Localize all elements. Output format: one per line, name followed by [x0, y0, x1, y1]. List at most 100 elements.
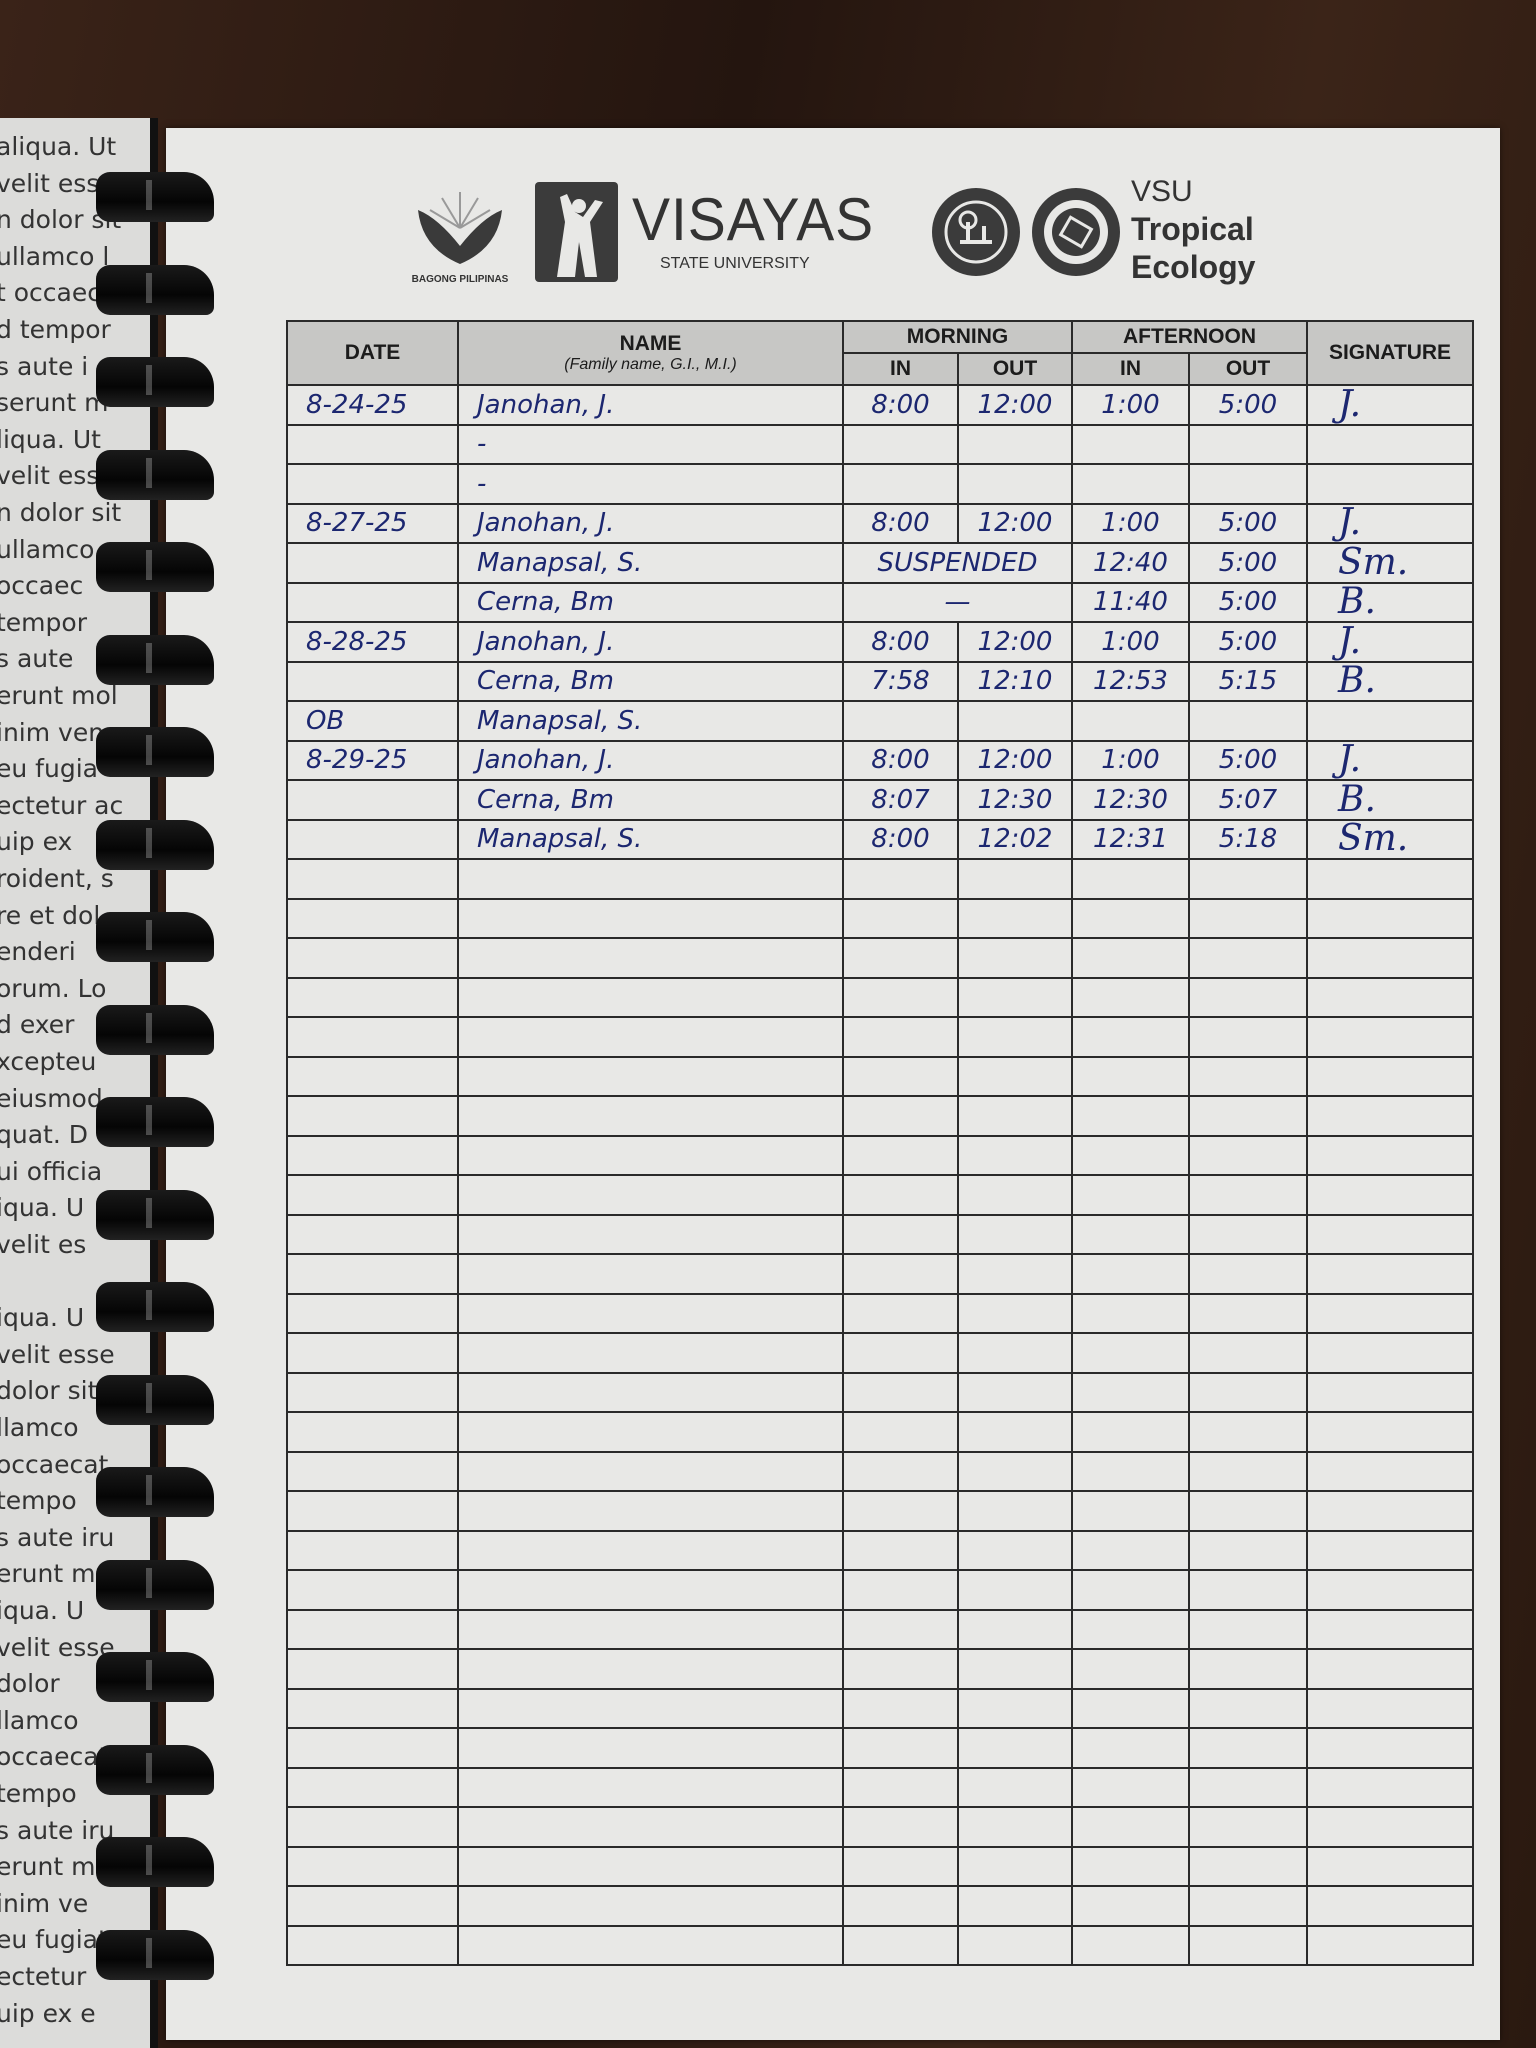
date-cell	[286, 1450, 459, 1492]
morning-out-cell: 12:02	[957, 818, 1073, 860]
afternoon-out-cell	[1188, 1569, 1308, 1611]
date-cell	[286, 423, 459, 465]
name-cell	[457, 1411, 844, 1453]
afternoon-in-cell	[1071, 1253, 1190, 1295]
morning-out-cell	[957, 1924, 1073, 1966]
morning-status-cell: SUSPENDED	[842, 542, 1073, 584]
morning-out-cell	[957, 1213, 1073, 1255]
name-cell	[457, 1055, 844, 1097]
previous-page-text-line: s aute i	[0, 351, 89, 381]
previous-page-text-line: erunt mo	[0, 1559, 111, 1589]
previous-page-text-line: d exer	[0, 1010, 75, 1040]
date-cell	[286, 1924, 459, 1966]
morning-in-cell	[842, 1687, 959, 1729]
morning-in-cell	[842, 937, 959, 979]
afternoon-out-cell	[1188, 700, 1308, 742]
afternoon-out-cell	[1188, 937, 1308, 979]
morning-in-cell	[842, 423, 959, 465]
morning-out-cell	[957, 937, 1073, 979]
afternoon-out-cell	[1188, 1687, 1308, 1729]
previous-page-text-line: eu fugiat	[0, 1925, 108, 1955]
previous-page-text-line: velit es	[0, 1230, 87, 1259]
signature-cell	[1306, 976, 1474, 1018]
date-cell: 8-29-25	[286, 739, 459, 781]
morning-in-cell	[842, 1095, 959, 1137]
morning-out-cell	[957, 1134, 1073, 1176]
afternoon-in-cell	[1071, 1529, 1190, 1571]
afternoon-in-cell: 11:40	[1071, 581, 1190, 623]
morning-out-cell	[957, 423, 1073, 465]
previous-page-text-line: serunt m	[0, 388, 109, 418]
table-row	[286, 1608, 1474, 1650]
name-cell	[457, 1766, 844, 1808]
previous-page-text-line: inim ve	[0, 1888, 89, 1918]
name-cell	[457, 1806, 844, 1848]
afternoon-in-cell	[1071, 1608, 1190, 1650]
morning-out-cell	[957, 1687, 1073, 1729]
afternoon-in-cell	[1071, 1213, 1190, 1255]
vsu-wordmark: VISAYAS STATE UNIVERSITY	[632, 186, 887, 274]
binding-ring	[96, 1467, 214, 1517]
signature-cell	[1306, 1845, 1474, 1887]
afternoon-in-cell: 1:00	[1071, 384, 1190, 426]
previous-page-text-line: velit esse	[0, 1632, 115, 1662]
unit-line-ecology: Ecology	[1131, 249, 1256, 285]
afternoon-out-cell	[1188, 1134, 1308, 1176]
name-cell: Janohan, J.	[457, 621, 844, 663]
afternoon-out-cell	[1188, 1490, 1308, 1532]
name-cell	[457, 1727, 844, 1769]
vsu-logo	[535, 182, 618, 282]
afternoon-out-cell	[1188, 1608, 1308, 1650]
binding-ring	[96, 1652, 214, 1702]
signature-cell	[1306, 1924, 1474, 1966]
morning-out-cell: 12:00	[957, 384, 1073, 426]
table-row: Cerna, Bm —11:40 5:00 B.	[286, 581, 1474, 623]
binding-ring	[96, 1097, 214, 1147]
header-name: NAME (Family name, G.I., M.I.)	[457, 320, 844, 386]
date-cell	[286, 937, 459, 979]
afternoon-in-cell	[1071, 858, 1190, 900]
morning-in-cell	[842, 1055, 959, 1097]
morning-in-cell	[842, 1569, 959, 1611]
morning-in-cell	[842, 1608, 959, 1650]
signature-cell: Sm.	[1306, 818, 1474, 860]
afternoon-in-cell	[1071, 1648, 1190, 1690]
table-row: 8-28-25 Janohan, J. 8:00 12:00 1:00 5:00 J.	[286, 621, 1474, 663]
morning-out-cell	[957, 897, 1073, 939]
name-cell	[457, 937, 844, 979]
table-row: OB Manapsal, S.	[286, 700, 1474, 742]
afternoon-out-cell: 5:00	[1188, 502, 1308, 544]
name-cell	[457, 1134, 844, 1176]
previous-page-text-line: eiusmod	[0, 1083, 103, 1113]
signature-cell: J.	[1306, 384, 1474, 426]
table-row	[286, 1766, 1474, 1808]
previous-page-text-line: aliqua. Ut	[0, 132, 117, 161]
afternoon-out-cell	[1188, 463, 1308, 505]
morning-out-cell	[957, 1253, 1073, 1295]
previous-page-text-line: velit ess	[0, 168, 100, 198]
table-row: 8-27-25 Janohan, J. 8:00 12:00 1:00 5:00 J.	[286, 502, 1474, 544]
signature-cell	[1306, 1687, 1474, 1729]
table-row: -	[286, 423, 1474, 465]
binding-ring	[96, 542, 214, 592]
table-row	[286, 1806, 1474, 1848]
afternoon-in-cell	[1071, 1490, 1190, 1532]
afternoon-in-cell	[1071, 1766, 1190, 1808]
table-row	[286, 897, 1474, 939]
tropical-ecology-logos	[930, 186, 1122, 283]
previous-page-text-line: dolor	[0, 1669, 60, 1699]
binding-ring	[96, 1374, 214, 1425]
previous-page-text-line: inim ven	[0, 717, 105, 747]
previous-page-text-line: eu fugia	[0, 754, 98, 784]
table-row	[286, 1213, 1474, 1255]
binding-ring	[96, 1837, 214, 1887]
binding-ring	[96, 1189, 214, 1240]
table-row	[286, 1648, 1474, 1690]
morning-out-cell	[957, 1411, 1073, 1453]
afternoon-in-cell	[1071, 1016, 1190, 1058]
date-cell	[286, 1885, 459, 1927]
table-row	[286, 1332, 1474, 1374]
name-cell: Manapsal, S.	[457, 542, 844, 584]
previous-page-text-line: roident, s	[0, 864, 114, 893]
table-row	[286, 1292, 1474, 1334]
